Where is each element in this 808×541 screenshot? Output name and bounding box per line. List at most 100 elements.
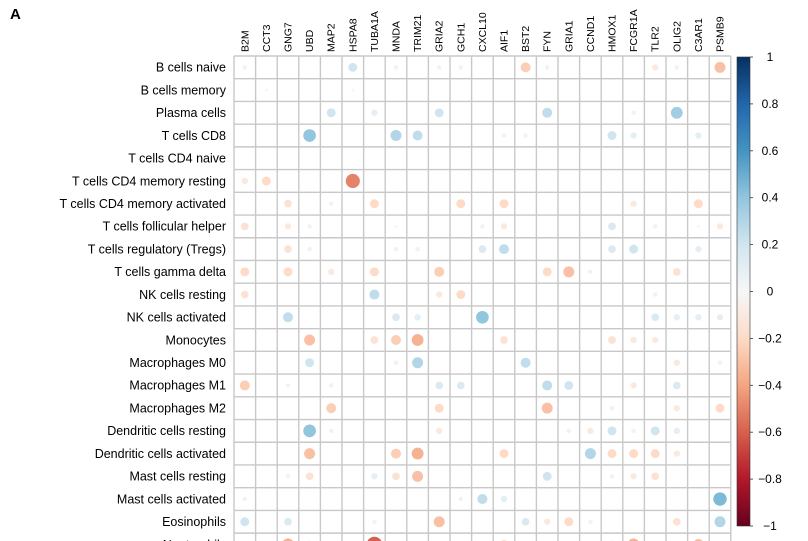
corr-circle-dendritic-cells-resting-hmox1 — [607, 426, 617, 436]
corr-circle-mast-cells-resting-tuba1a — [371, 473, 378, 480]
corr-circle-b-cells-naive-hspa8 — [348, 62, 358, 72]
corr-circle-macrophages-m2-olig2 — [673, 405, 680, 412]
corr-circle-t-cells-regulatory-tregs--trim21 — [415, 246, 420, 252]
row-label: T cells follicular helper — [103, 220, 226, 234]
colorbar-tick-label: 1 — [767, 50, 774, 64]
corr-circle-macrophages-m2-hmox1 — [609, 405, 615, 411]
corr-circle-t-cells-follicular-helper-tlr2 — [652, 224, 658, 229]
corr-circle-macrophages-m0-trim21 — [412, 357, 424, 369]
column-label: CCND1 — [585, 16, 597, 52]
corr-circle-t-cells-gamma-delta-fyn — [542, 267, 552, 277]
corr-circle-t-cells-cd8-bst2 — [523, 133, 528, 138]
corr-circle-macrophages-m0-psmb9 — [717, 360, 723, 365]
corr-circle-t-cells-follicular-helper-psmb9 — [716, 223, 724, 230]
corr-circle-t-cells-cd4-memory-resting-hspa8 — [345, 173, 360, 189]
corr-circle-t-cells-follicular-helper-gng7 — [284, 223, 292, 230]
corr-circle-nk-cells-activated-c3ar1 — [695, 314, 702, 321]
corr-circle-t-cells-regulatory-tregs--mnda — [393, 246, 399, 252]
corr-circle-t-cells-regulatory-tregs--cxcl10 — [478, 245, 487, 253]
corr-circle-macrophages-m1-gria1 — [564, 380, 574, 390]
colorbar: 1 0.8 0.6 0.4 0.2 0 −0.2 −0.4 −0.6 −0.8 −1 — [736, 50, 782, 533]
corr-circle-dendritic-cells-activated-trim21 — [411, 447, 424, 460]
corr-circle-t-cells-follicular-helper-mnda — [394, 224, 398, 228]
corr-circle-b-cells-naive-gria2 — [436, 65, 442, 70]
row-label: Neutrophils — [163, 538, 226, 541]
corr-circle-dendritic-cells-activated-fcgr1a — [629, 449, 639, 459]
corr-circle-b-cells-naive-gch1 — [458, 65, 464, 70]
colorbar-tick-label: −0.6 — [758, 425, 782, 439]
corr-circle-mast-cells-resting-hmox1 — [609, 474, 615, 479]
corr-circle-t-cells-follicular-helper-hmox1 — [608, 222, 616, 231]
panel-label: A — [10, 6, 21, 23]
corr-circle-dendritic-cells-activated-olig2 — [673, 450, 680, 457]
corr-circle-plasma-cells-map2 — [326, 108, 336, 118]
corr-circle-t-cells-regulatory-tregs--fcgr1a — [629, 244, 639, 254]
corr-circle-mast-cells-resting-ubd — [305, 472, 314, 481]
corr-circle-macrophages-m1-olig2 — [672, 381, 681, 390]
corr-circle-nk-cells-activated-olig2 — [673, 314, 680, 321]
corr-circle-dendritic-cells-activated-ccnd1 — [584, 448, 596, 460]
row-label: T cells gamma delta — [114, 265, 226, 279]
corr-circle-t-cells-follicular-helper-b2m — [240, 222, 249, 231]
corr-circle-dendritic-cells-resting-fcgr1a — [631, 428, 636, 434]
corr-circle-macrophages-m2-psmb9 — [715, 403, 725, 413]
corr-circle-t-cells-gamma-delta-olig2 — [672, 267, 681, 276]
corr-circle-mast-cells-resting-trim21 — [412, 470, 424, 482]
corr-circle-macrophages-m1-gria2 — [435, 381, 444, 390]
corr-circle-macrophages-m2-gria2 — [434, 403, 444, 413]
row-label: NK cells resting — [139, 288, 226, 302]
corr-circle-monocytes-ubd — [304, 334, 316, 346]
corr-circle-eosinophils-gria2 — [433, 516, 445, 528]
column-label: TUBA1A — [369, 11, 381, 52]
colorbar-tick-label: 0.2 — [762, 238, 779, 252]
grid — [233, 55, 732, 541]
corr-circle-mast-cells-activated-psmb9 — [713, 492, 727, 506]
corr-circle-b-cells-memory-hspa8 — [351, 88, 355, 92]
corr-circle-mast-cells-resting-tlr2 — [651, 472, 660, 481]
corr-circle-t-cells-gamma-delta-gria1 — [563, 266, 575, 278]
corr-circle-dendritic-cells-resting-olig2 — [673, 427, 680, 435]
corr-circle-mast-cells-resting-fyn — [542, 471, 552, 481]
column-label: AIF1 — [499, 30, 511, 52]
corr-circle-dendritic-cells-activated-tlr2 — [650, 449, 660, 459]
corr-circle-dendritic-cells-resting-ubd — [303, 424, 316, 438]
corr-circle-eosinophils-fyn — [544, 518, 551, 525]
corr-circle-mast-cells-activated-cxcl10 — [477, 494, 488, 505]
row-label: T cells CD8 — [162, 129, 226, 143]
column-label: GRIA2 — [434, 20, 446, 52]
column-label: GCH1 — [455, 23, 467, 52]
corr-circle-t-cells-gamma-delta-b2m — [240, 267, 250, 277]
row-label: Dendritic cells activated — [95, 447, 226, 461]
corr-circle-macrophages-m1-map2 — [328, 383, 334, 388]
row-label: Macrophages M2 — [129, 401, 226, 415]
corr-circle-dendritic-cells-resting-map2 — [328, 428, 334, 434]
corr-circle-t-cells-cd4-memory-activated-aif1 — [499, 199, 509, 209]
corr-circle-t-cells-cd8-trim21 — [412, 130, 423, 141]
row-label: Mast cells activated — [117, 492, 226, 506]
corr-circle-neutrophils-gng7 — [283, 538, 293, 541]
corr-circle-t-cells-gamma-delta-map2 — [328, 268, 335, 275]
corr-circle-mast-cells-activated-b2m — [242, 496, 248, 502]
corr-circle-dendritic-cells-resting-ccnd1 — [587, 427, 594, 435]
corr-circle-macrophages-m0-bst2 — [520, 357, 531, 368]
corr-circle-dendritic-cells-activated-ubd — [304, 448, 316, 460]
column-label: MNDA — [391, 21, 403, 52]
corr-circle-t-cells-cd8-ubd — [303, 129, 316, 142]
corr-circle-macrophages-m2-fyn — [541, 402, 553, 414]
corr-circle-t-cells-follicular-helper-c3ar1 — [696, 224, 700, 228]
corr-circle-t-cells-cd4-memory-activated-gng7 — [284, 199, 292, 208]
corr-circle-mast-cells-resting-fcgr1a — [630, 473, 637, 480]
corr-circle-plasma-cells-olig2 — [670, 106, 683, 119]
row-labels: B cells naive B cells memory Plasma cells T… — [60, 61, 227, 541]
corr-circle-dendritic-cells-activated-aif1 — [499, 449, 509, 459]
column-label: TRIM21 — [412, 15, 424, 53]
corr-circle-t-cells-gamma-delta-ccnd1 — [588, 269, 593, 275]
colorbar-tick-label: 0.6 — [762, 144, 779, 158]
row-label: Mast cells resting — [129, 470, 226, 484]
corr-circle-nk-cells-activated-cxcl10 — [476, 310, 489, 324]
column-label: HMOX1 — [607, 15, 619, 53]
corr-circle-eosinophils-bst2 — [521, 517, 530, 526]
row-label: Monocytes — [166, 333, 226, 347]
colorbar-tick-label: −0.2 — [758, 331, 782, 345]
corr-circle-b-cells-naive-olig2 — [674, 65, 680, 70]
